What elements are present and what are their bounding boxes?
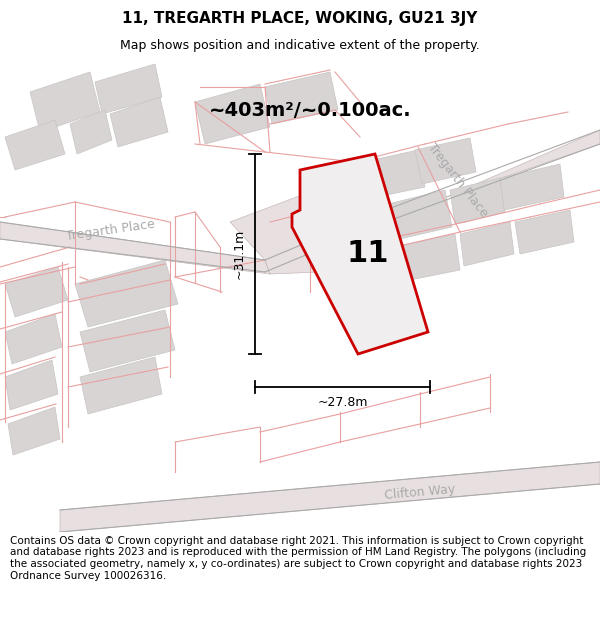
Polygon shape xyxy=(460,222,514,266)
Polygon shape xyxy=(70,110,112,154)
Polygon shape xyxy=(230,192,320,274)
Polygon shape xyxy=(5,267,68,317)
Polygon shape xyxy=(5,314,62,364)
Text: Map shows position and indicative extent of the property.: Map shows position and indicative extent… xyxy=(120,39,480,52)
Polygon shape xyxy=(388,190,452,240)
Polygon shape xyxy=(265,72,338,124)
Text: ~27.8m: ~27.8m xyxy=(317,396,368,409)
Polygon shape xyxy=(80,310,175,372)
Text: Contains OS data © Crown copyright and database right 2021. This information is : Contains OS data © Crown copyright and d… xyxy=(10,536,586,581)
Polygon shape xyxy=(355,150,425,200)
Polygon shape xyxy=(60,462,600,532)
Text: ~31.1m: ~31.1m xyxy=(233,229,245,279)
Polygon shape xyxy=(0,222,270,274)
Text: 11: 11 xyxy=(347,239,389,269)
Polygon shape xyxy=(30,72,100,132)
Polygon shape xyxy=(5,360,58,410)
Polygon shape xyxy=(395,234,460,282)
Polygon shape xyxy=(80,357,162,414)
Text: 11, TREGARTH PLACE, WOKING, GU21 3JY: 11, TREGARTH PLACE, WOKING, GU21 3JY xyxy=(122,11,478,26)
Polygon shape xyxy=(265,130,600,274)
Polygon shape xyxy=(500,164,564,210)
Text: Clifton Way: Clifton Way xyxy=(384,482,456,502)
Polygon shape xyxy=(75,260,178,327)
Polygon shape xyxy=(5,120,65,170)
Polygon shape xyxy=(110,97,168,147)
Polygon shape xyxy=(450,178,505,224)
Polygon shape xyxy=(95,64,162,114)
Polygon shape xyxy=(8,407,60,455)
Polygon shape xyxy=(195,84,270,144)
Polygon shape xyxy=(515,210,574,254)
Text: Tregarth Place: Tregarth Place xyxy=(425,141,491,219)
Text: Tregarth Place: Tregarth Place xyxy=(65,217,155,242)
Text: ~403m²/~0.100ac.: ~403m²/~0.100ac. xyxy=(209,101,412,119)
Polygon shape xyxy=(415,138,476,184)
Polygon shape xyxy=(292,154,428,354)
